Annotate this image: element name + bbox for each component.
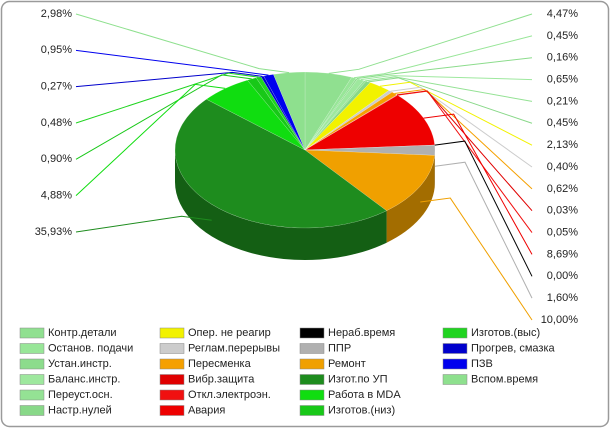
legend-label: Баланс.инстр. [48,373,120,385]
legend-label: Контр.детали [48,327,117,339]
leader-line [75,49,269,76]
legend-label: Авария [188,404,225,416]
legend-label: Переуст.осн. [48,389,113,401]
legend-swatch [442,374,468,385]
legend-swatch [159,374,185,385]
leader-line [75,72,259,124]
data-label: 0,95% [41,44,72,56]
legend-label: Вспом.время [471,373,538,385]
data-label: 8,69% [547,248,578,260]
leader-line [75,13,290,74]
legend-swatch [299,389,325,401]
leader-line [75,71,263,88]
data-label: 0,90% [41,153,72,165]
leader-line [360,75,533,81]
leader-line [328,13,533,74]
leader-line [394,88,533,190]
data-label: 4,47% [547,8,578,20]
legend-swatch [19,358,45,370]
legend-swatch [19,343,45,354]
legend-swatch [19,389,45,401]
leader-line [365,76,533,102]
slice-side [175,150,387,260]
legend-label: Опер. не реагир [188,327,271,339]
legend-label: Пересменка [188,358,252,370]
legend-label: Изгот.по УП [328,373,388,385]
slice [304,94,436,151]
data-label: 0,03% [547,205,578,217]
leader-line [397,90,533,233]
leader-line [75,215,212,233]
legend-swatch [19,405,45,416]
data-label: 0,27% [41,81,72,93]
legend-label: Ремонт [328,358,366,370]
leader-line [390,86,533,168]
legend-label: Устан.инстр. [48,358,112,370]
leader-line [379,81,533,146]
legend-label: Работа в MDA [328,389,401,401]
leader-line [423,113,533,255]
legend-label: Прогрев, смазка [471,342,555,354]
data-label: 0,05% [547,226,578,238]
legend-swatch [299,327,325,339]
leader-line [353,35,533,79]
data-label: 0,45% [547,30,578,42]
leader-line [368,77,533,124]
slice [304,149,435,212]
data-label: 0,00% [547,270,578,282]
leader-line [75,74,252,160]
legend-label: Реглам.перерывы [188,342,280,354]
legend-swatch [159,343,185,354]
leader-line [434,161,533,299]
legend-swatch [299,405,325,416]
data-label: 2,98% [41,8,72,20]
slice-side [386,155,435,243]
data-label: 0,48% [41,117,72,129]
leader-line [420,197,533,321]
legend-swatch [159,389,185,401]
legend-label: Изготов.(выс) [471,327,540,339]
legend-swatch [159,358,185,370]
legend-swatch [299,358,325,370]
legend-swatch [442,358,468,370]
data-label: 0,40% [547,161,578,173]
data-label: 1,60% [547,292,578,304]
legend-label: Откл.электроэн. [188,389,271,401]
data-label: 10,00% [541,314,579,326]
leader-line [75,83,226,197]
legend-label: Вибр.защита [188,373,255,385]
legend-swatch [299,343,325,354]
legend-swatch [159,405,185,416]
data-label: 0,21% [547,95,578,107]
data-label: 0,16% [547,52,578,64]
legend-swatch [19,327,45,339]
legend-swatch [442,343,468,354]
data-label: 0,62% [547,183,578,195]
leader-line [434,140,533,277]
legend-label: Останов. подачи [48,342,133,354]
legend-swatch [442,327,468,339]
data-label: 2,13% [547,139,578,151]
legend-label: ППР [328,342,351,354]
data-label: 0,45% [547,117,578,129]
slice [304,82,390,151]
data-label: 0,65% [547,73,578,85]
legend-swatch [19,374,45,385]
legend-label: ПЗВ [471,358,493,370]
slice [304,71,353,151]
legend-label: Нераб.время [328,327,395,339]
slice [304,76,357,151]
legend-swatch [159,327,185,339]
leader-line [356,57,533,80]
slice [174,98,388,229]
legend-label: Изготов.(низ) [328,404,395,416]
legend-label: Настр.нулей [48,404,112,416]
data-label: 4,88% [41,190,72,202]
data-label: 35,93% [35,226,73,238]
slice [304,144,436,156]
legend-swatch [299,374,325,385]
